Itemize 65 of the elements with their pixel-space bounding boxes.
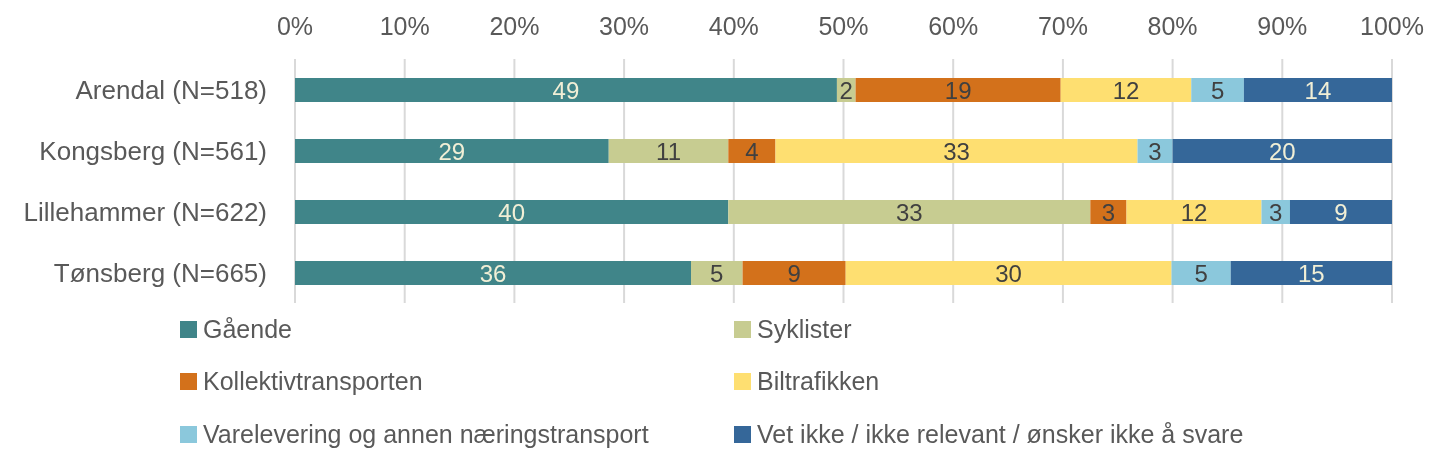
bar — [1172, 139, 1392, 163]
bar — [1060, 78, 1192, 102]
bar — [728, 139, 776, 163]
legend-label: Varelevering og annen næringstransport — [203, 419, 649, 449]
x-tick-label: 40% — [708, 12, 759, 40]
x-tick-label: 80% — [1147, 12, 1198, 40]
bar — [295, 139, 609, 163]
legend-label: Gående — [203, 314, 292, 344]
legend-label: Vet ikke / ikke relevant / ønsker ikke å svare — [757, 419, 1244, 449]
bar — [295, 261, 692, 285]
bar — [608, 139, 729, 163]
data-label: 20 — [1268, 137, 1296, 165]
legend-label: Biltrafikken — [757, 367, 880, 397]
x-tick-label: 90% — [1257, 12, 1308, 40]
data-label: 9 — [787, 259, 801, 287]
bar — [728, 200, 1091, 224]
bar — [775, 139, 1138, 163]
bar — [1289, 200, 1392, 224]
x-tick-label: 10% — [379, 12, 430, 40]
data-label: 36 — [479, 259, 507, 287]
data-label: 29 — [438, 137, 466, 165]
x-tick-label: 50% — [818, 12, 869, 40]
y-tick-label: Arendal (N=518) — [75, 74, 267, 105]
bar — [1191, 78, 1244, 102]
x-tick-label: 0% — [276, 12, 314, 40]
y-tick-label: Kongsberg (N=561) — [39, 135, 267, 166]
bar — [295, 78, 837, 102]
legend-label: Syklister — [757, 314, 852, 344]
data-label: 12 — [1112, 76, 1140, 104]
x-tick-label: 60% — [928, 12, 979, 40]
data-label: 49 — [552, 76, 580, 104]
data-label: 5 — [1194, 259, 1208, 287]
bar — [1230, 261, 1392, 285]
data-label: 4 — [745, 137, 759, 165]
bar — [742, 261, 846, 285]
legend-label: Kollektivtransporten — [203, 367, 423, 397]
x-tick-label: 20% — [489, 12, 540, 40]
data-label: 2 — [839, 76, 853, 104]
data-label: 33 — [943, 137, 970, 165]
bar — [295, 200, 729, 224]
data-label: 30 — [995, 259, 1022, 287]
data-label: 9 — [1334, 198, 1348, 226]
data-label: 19 — [944, 76, 972, 104]
bar — [855, 78, 1061, 102]
data-label: 14 — [1304, 76, 1332, 104]
data-label: 15 — [1298, 259, 1325, 287]
x-tick-label: 70% — [1037, 12, 1088, 40]
bar — [691, 261, 743, 285]
data-label: 33 — [895, 198, 923, 226]
data-label: 3 — [1148, 137, 1162, 165]
data-label: 5 — [710, 259, 724, 287]
bar — [1171, 261, 1231, 285]
data-label: 12 — [1180, 198, 1208, 226]
bar — [845, 261, 1172, 285]
y-tick-label: Lillehammer (N=622) — [23, 196, 267, 227]
x-tick-label: 30% — [599, 12, 650, 40]
bar — [1126, 200, 1262, 224]
data-label: 40 — [498, 198, 526, 226]
x-tick-label: 100% — [1360, 12, 1424, 40]
bar — [1243, 78, 1392, 102]
data-label: 5 — [1210, 76, 1225, 104]
y-tick-label: Tønsberg (N=665) — [53, 257, 267, 288]
data-label: 11 — [656, 137, 681, 165]
data-label: 3 — [1101, 198, 1116, 226]
data-label: 3 — [1269, 198, 1283, 226]
